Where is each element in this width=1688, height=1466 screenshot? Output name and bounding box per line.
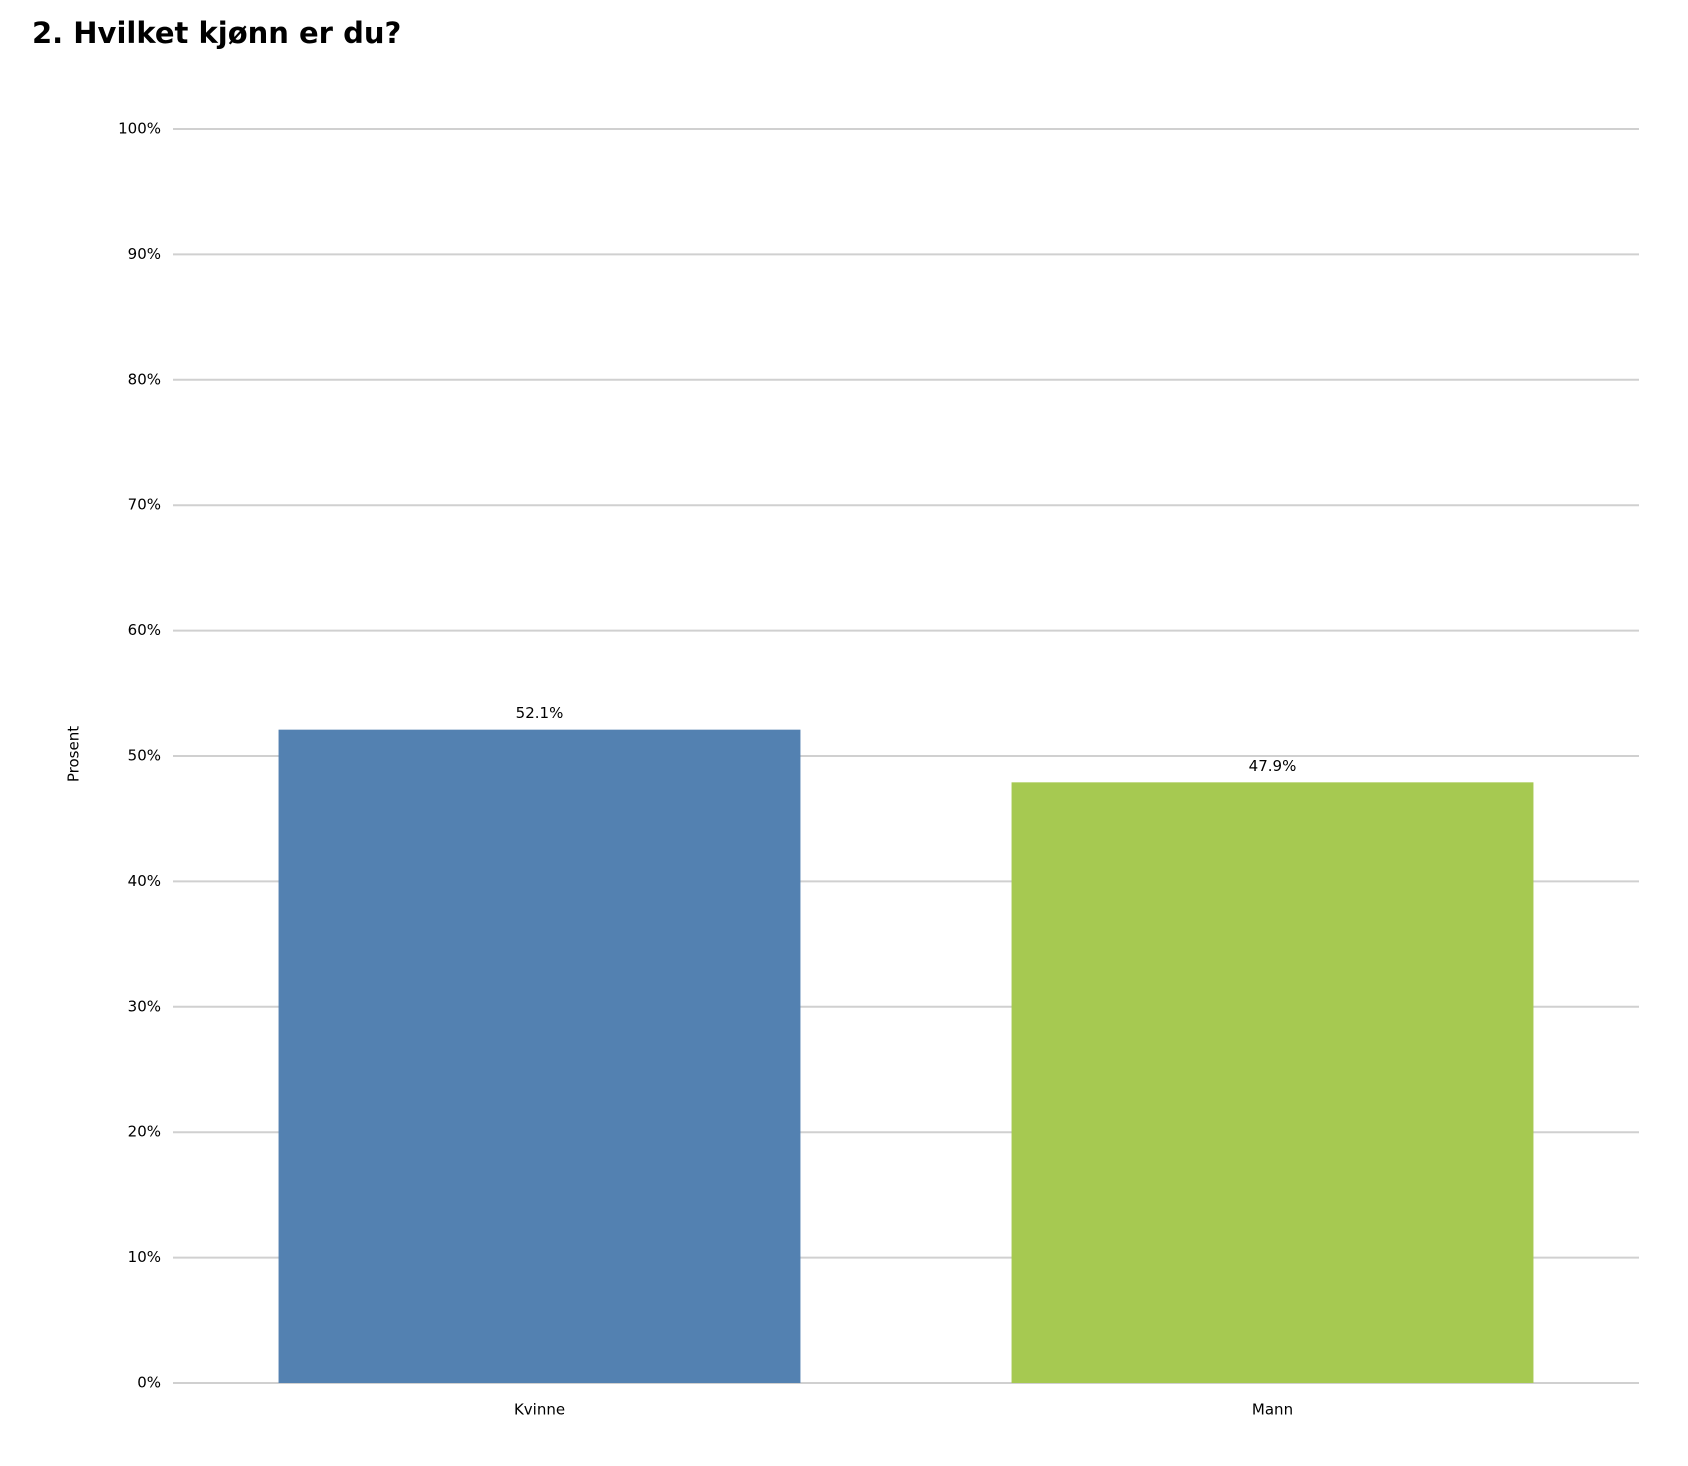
x-tick-label: Kvinne <box>514 1401 565 1419</box>
y-tick-label: 90% <box>128 245 161 263</box>
y-tick-label: 100% <box>118 120 161 138</box>
y-axis-label: Prosent <box>65 726 83 782</box>
y-tick-label: 60% <box>128 621 161 639</box>
y-tick-label: 0% <box>137 1374 161 1392</box>
y-tick-label: 50% <box>128 747 161 765</box>
y-tick-label: 10% <box>128 1248 161 1266</box>
chart-title: 2. Hvilket kjønn er du? <box>32 16 401 50</box>
y-tick-label: 20% <box>128 1123 161 1141</box>
y-tick-label: 30% <box>128 997 161 1015</box>
bar <box>278 729 801 1383</box>
x-tick-label: Mann <box>1252 1401 1293 1419</box>
y-tick-label: 70% <box>128 496 161 514</box>
data-label: 47.9% <box>1249 757 1297 775</box>
bar <box>1011 782 1534 1383</box>
data-label: 52.1% <box>516 704 564 722</box>
y-tick-label: 40% <box>128 872 161 890</box>
y-tick-label: 80% <box>128 370 161 388</box>
